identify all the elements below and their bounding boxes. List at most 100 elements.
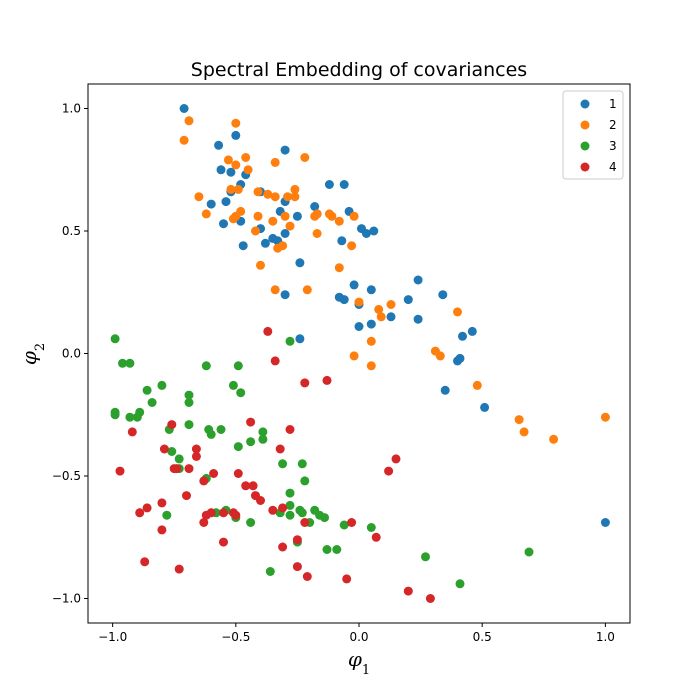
- legend-marker-3: [580, 141, 590, 151]
- point-series-4-24: [302, 572, 312, 581]
- point-series-3-12: [167, 447, 177, 456]
- point-series-1-40: [366, 319, 376, 329]
- point-series-1-45: [413, 314, 423, 324]
- y-tick-label: 0.0: [62, 347, 81, 361]
- point-series-1-50: [458, 331, 467, 341]
- point-series-3-28: [258, 434, 268, 444]
- point-series-3-18: [201, 361, 211, 371]
- point-series-2-8: [300, 153, 310, 162]
- point-series-2-42: [354, 297, 364, 307]
- x-axis-label: φ1: [348, 647, 370, 678]
- point-series-1-0: [179, 104, 189, 113]
- series-3: [110, 334, 534, 589]
- point-series-2-22: [253, 211, 263, 221]
- point-series-1-18: [310, 202, 320, 211]
- point-series-2-13: [253, 187, 263, 197]
- point-series-4-3: [300, 378, 310, 388]
- point-series-2-36: [312, 229, 322, 238]
- point-series-3-38: [320, 513, 329, 523]
- chart-title: Spectral Embedding of covariances: [191, 59, 527, 81]
- point-series-2-21: [236, 206, 246, 216]
- point-series-2-12: [233, 184, 243, 194]
- point-series-4-32: [115, 466, 125, 476]
- point-series-4-19: [268, 505, 278, 515]
- point-series-4-50: [300, 518, 310, 527]
- point-series-3-25: [233, 442, 243, 452]
- point-series-2-37: [347, 241, 357, 251]
- point-series-2-49: [435, 351, 445, 361]
- point-series-1-17: [292, 211, 302, 221]
- point-series-2-38: [334, 263, 344, 273]
- point-series-1-24: [369, 226, 379, 236]
- point-series-3-47: [265, 567, 275, 576]
- point-series-3-8: [142, 385, 152, 395]
- point-series-3-17: [184, 420, 194, 430]
- y-tick-label: 1.0: [62, 102, 81, 116]
- point-series-2-17: [290, 184, 300, 194]
- point-series-2-32: [256, 260, 265, 270]
- point-series-2-43: [366, 336, 376, 346]
- point-series-1-5: [226, 167, 236, 177]
- point-series-4-22: [292, 535, 302, 545]
- point-series-2-50: [453, 307, 462, 317]
- point-series-1-23: [361, 229, 371, 238]
- point-series-3-57: [162, 510, 172, 520]
- point-series-1-42: [386, 312, 396, 322]
- point-series-4-18: [256, 496, 265, 505]
- point-series-2-30: [349, 211, 359, 221]
- point-series-4-10: [191, 444, 201, 454]
- point-series-4-44: [219, 508, 228, 518]
- series-2: [179, 116, 610, 444]
- point-series-3-40: [332, 545, 342, 554]
- point-series-1-49: [455, 353, 465, 363]
- point-series-2-5: [241, 153, 251, 162]
- point-series-3-54: [421, 552, 430, 562]
- point-series-1-33: [295, 258, 305, 268]
- point-series-2-4: [231, 160, 241, 170]
- point-series-4-30: [403, 586, 413, 596]
- point-series-4-38: [172, 464, 182, 474]
- point-series-3-55: [455, 579, 465, 589]
- point-series-4-31: [425, 594, 435, 603]
- point-series-1-52: [480, 402, 490, 412]
- point-series-1-47: [440, 385, 450, 395]
- x-tick-label: −0.5: [221, 630, 250, 644]
- point-series-1-26: [238, 241, 248, 251]
- x-tick-label: 1.0: [596, 630, 615, 644]
- point-series-4-49: [174, 564, 184, 574]
- point-series-4-15: [241, 481, 251, 491]
- point-series-3-33: [285, 488, 295, 498]
- point-series-2-2: [231, 118, 241, 128]
- point-series-1-53: [600, 518, 610, 527]
- point-series-4-20: [278, 503, 288, 513]
- point-series-2-29: [334, 216, 344, 226]
- point-series-2-39: [270, 285, 280, 295]
- legend-marker-1: [580, 99, 590, 109]
- point-series-1-41: [366, 285, 376, 295]
- series-4: [115, 326, 435, 603]
- point-series-2-26: [312, 209, 322, 219]
- point-series-3-13: [174, 454, 184, 464]
- point-series-4-25: [342, 574, 352, 584]
- legend: 1 2 3 4: [562, 90, 624, 180]
- point-series-3-7: [135, 407, 145, 417]
- y-axis-label: φ2: [17, 343, 48, 365]
- point-series-2-46: [376, 312, 386, 322]
- point-series-2-47: [386, 300, 396, 309]
- legend-label-1: 1: [609, 97, 617, 111]
- y-axis-ticks: −1.0 −0.5 0.0 0.5 1.0: [52, 102, 88, 606]
- plot-marks: [110, 104, 610, 603]
- point-series-4-39: [184, 464, 194, 474]
- point-series-2-40: [302, 285, 312, 295]
- point-series-4-40: [182, 491, 191, 501]
- point-series-4-33: [135, 508, 145, 518]
- point-series-3-15: [184, 390, 194, 400]
- point-series-1-20: [337, 236, 347, 246]
- x-axis-label-subscript: 1: [362, 663, 370, 678]
- point-series-4-14: [233, 469, 243, 478]
- point-series-4-48: [140, 557, 150, 567]
- point-series-2-10: [201, 209, 211, 219]
- point-series-3-32: [300, 476, 310, 486]
- point-series-3-16: [184, 398, 194, 407]
